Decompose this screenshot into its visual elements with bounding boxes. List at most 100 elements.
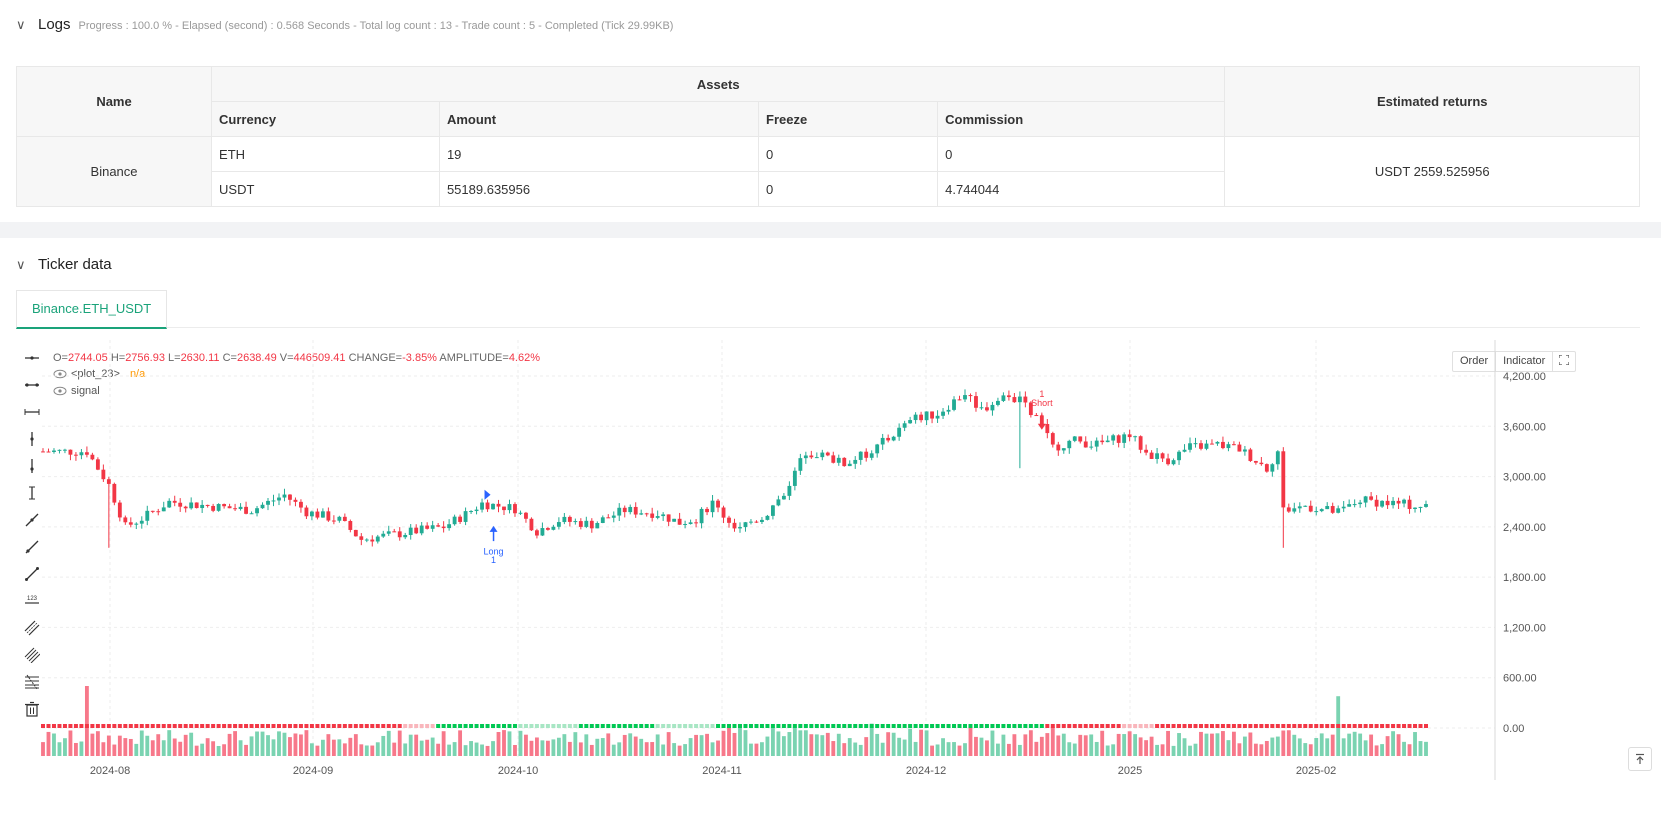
order-button[interactable]: Order xyxy=(1453,352,1497,371)
horizontal-ray-icon[interactable] xyxy=(22,375,42,395)
trash-icon[interactable] xyxy=(22,699,42,719)
signal-dot xyxy=(1198,724,1203,728)
x-tick-label: 2024-11 xyxy=(702,765,742,777)
candle-body xyxy=(858,451,863,460)
vertical-ray-icon[interactable] xyxy=(22,456,42,476)
fib-retracement-icon[interactable] xyxy=(22,672,42,692)
price-label-icon[interactable]: 123 xyxy=(22,591,42,611)
trend-line-icon[interactable] xyxy=(22,510,42,530)
signal-dot xyxy=(902,724,907,728)
volume-bar xyxy=(584,734,589,756)
volume-bar xyxy=(1210,733,1214,756)
signal-dot xyxy=(51,724,56,728)
segment-line-icon[interactable] xyxy=(22,564,42,584)
candle-body xyxy=(205,504,210,506)
candle-body xyxy=(908,420,913,424)
signal-dot xyxy=(968,724,973,728)
freeze-cell: 0 xyxy=(758,136,939,172)
signal-dot xyxy=(617,724,622,728)
signal-dot xyxy=(189,724,194,728)
signal-dot xyxy=(1072,724,1077,728)
ray-line-icon[interactable] xyxy=(22,537,42,557)
chart-area[interactable]: 123 O=2744.05 H=2756.93 L=2630.11 C=2638… xyxy=(16,340,1640,831)
volume-bar xyxy=(293,733,298,756)
signal-dot xyxy=(266,724,271,728)
fullscreen-icon[interactable] xyxy=(1553,352,1575,371)
volume-bar xyxy=(524,734,528,756)
logs-header[interactable]: ∨ Logs Progress : 100.0 % - Elapsed (sec… xyxy=(16,16,673,33)
volume-bar xyxy=(655,734,660,756)
signal-dot xyxy=(183,724,188,728)
signal-dot xyxy=(46,724,51,728)
signal-dot xyxy=(79,724,84,728)
candle-body xyxy=(1171,460,1176,465)
eye-icon[interactable] xyxy=(53,386,67,396)
volume-bar xyxy=(578,742,583,756)
signal-dot xyxy=(1017,724,1022,728)
parallel-channel-icon[interactable] xyxy=(22,618,42,638)
signal-dot xyxy=(814,724,819,728)
candle-body xyxy=(139,520,144,524)
eye-icon[interactable] xyxy=(53,369,67,379)
price-chart[interactable]: 4,200.00 3,600.00 3,000.00 2,400.00 1,800.00… xyxy=(16,340,1576,831)
candle-body xyxy=(392,531,397,533)
volume-bar xyxy=(606,733,611,756)
candle-body xyxy=(1116,435,1121,443)
candle-body xyxy=(710,500,715,513)
candle-body xyxy=(474,509,479,512)
volume-bar xyxy=(452,742,457,756)
signal-dot xyxy=(748,724,753,728)
ticker-header[interactable]: ∨ Ticker data xyxy=(16,256,112,273)
volume-bar xyxy=(491,741,495,756)
signal-dot xyxy=(73,724,78,728)
volume-bar xyxy=(315,745,320,756)
volume-bar xyxy=(1385,736,1390,756)
candle-body xyxy=(1072,436,1077,441)
signal-dot xyxy=(1237,724,1242,728)
signal-dot xyxy=(1402,724,1407,728)
vertical-segment-icon[interactable] xyxy=(22,483,42,503)
long-label: Long xyxy=(484,547,504,557)
volume-bar xyxy=(205,738,210,756)
horizontal-segment-icon[interactable] xyxy=(22,402,42,422)
signal-dot xyxy=(1314,724,1319,728)
signal-dot xyxy=(1391,724,1396,728)
signal-dot xyxy=(820,724,825,728)
volume-bar xyxy=(227,733,232,756)
signal-dot xyxy=(584,724,589,728)
close-value: 2638.49 xyxy=(236,352,277,364)
candle-body xyxy=(1270,464,1275,472)
volume-bar xyxy=(1221,731,1225,756)
candle-body xyxy=(1078,436,1083,442)
signal-dot xyxy=(1061,724,1066,728)
candle-body xyxy=(1105,440,1110,443)
candle-body xyxy=(1330,506,1335,513)
chevron-down-icon[interactable]: ∨ xyxy=(16,257,26,272)
scroll-to-top-button[interactable] xyxy=(1628,747,1652,771)
ticker-tabs: Binance.ETH_USDT xyxy=(16,290,1640,329)
candle-body xyxy=(990,404,995,411)
candle-body xyxy=(952,399,956,410)
volume-bar xyxy=(41,742,45,756)
chevron-down-icon[interactable]: ∨ xyxy=(16,17,26,32)
volume-bar xyxy=(825,732,830,756)
volume-bar xyxy=(573,732,578,756)
vertical-line-icon[interactable] xyxy=(22,429,42,449)
signal-dot xyxy=(167,724,172,728)
candle-body xyxy=(1253,460,1258,463)
signal-dot xyxy=(337,724,342,728)
candle-body xyxy=(216,504,221,511)
horizontal-line-icon[interactable] xyxy=(22,348,42,368)
volume-bar xyxy=(106,735,111,756)
volume-bar xyxy=(1231,731,1236,756)
tab-binance-eth-usdt[interactable]: Binance.ETH_USDT xyxy=(16,290,168,329)
volume-bar xyxy=(1105,745,1110,756)
fib-channel-icon[interactable] xyxy=(22,645,42,665)
volume-bar xyxy=(968,727,973,756)
candle-body xyxy=(156,511,161,513)
signal-dot xyxy=(716,724,721,728)
candle-body xyxy=(902,423,907,428)
indicator-button[interactable]: Indicator xyxy=(1496,352,1554,371)
signal-dot xyxy=(1407,724,1412,728)
volume-bar xyxy=(342,743,347,756)
